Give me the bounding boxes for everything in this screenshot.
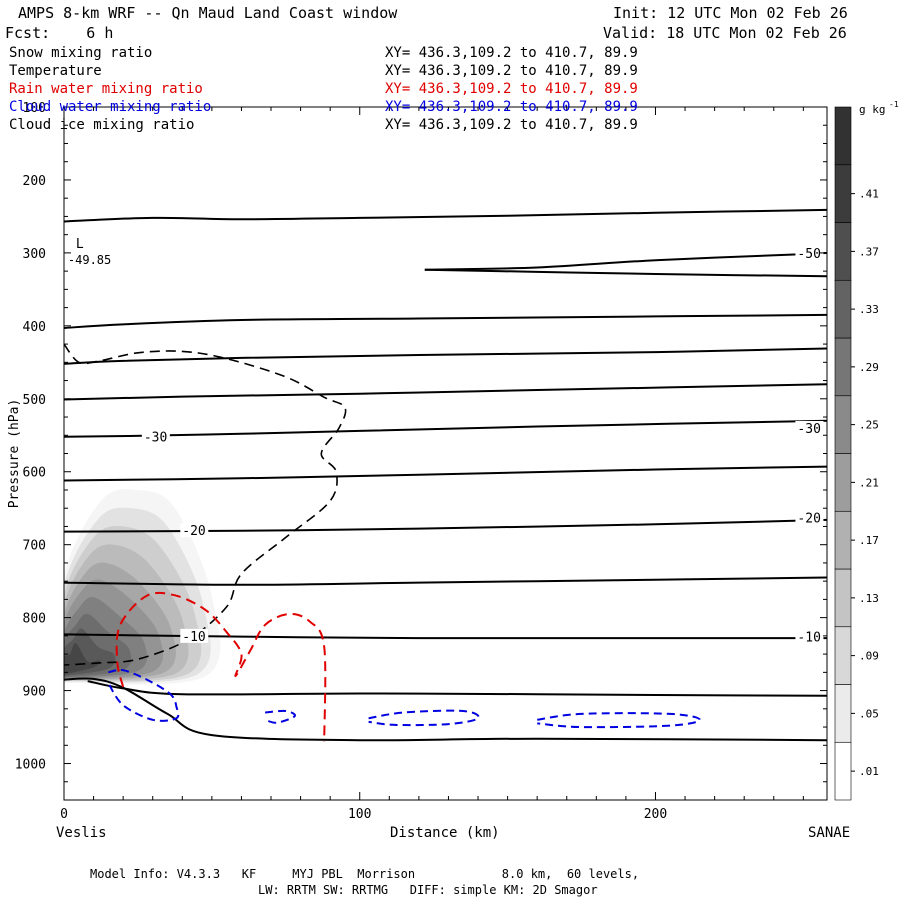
colorbar-band-1: [834, 684, 852, 743]
y-tick-label: 500: [23, 393, 46, 408]
colorbar-tick-label-6: .25: [859, 419, 879, 432]
colorbar-tick-label-7: .29: [859, 361, 879, 374]
isotherm-4: [64, 347, 827, 365]
y-tick-label: 100: [23, 101, 46, 116]
temp-label-bg-4: [795, 510, 824, 525]
colorbar-band-6: [834, 395, 852, 454]
temp-label-bg-1: [141, 429, 170, 444]
temp-label-5: -10: [182, 630, 205, 645]
temp-label-bg-5: [180, 628, 209, 643]
cloud-water-contour-1: [264, 709, 296, 724]
colorbar: .01 .05 .09 .13 .17 .21 .25 .29 .33 .37 .41 g kg -1: [834, 100, 899, 801]
colorbar-band-4: [834, 510, 852, 570]
colorbar-band-10: [834, 164, 852, 223]
cloud-water-contour-0: [107, 668, 180, 722]
isotherm-3: [64, 313, 827, 329]
y-tick-label: 1000: [15, 758, 46, 773]
isotherm-7: [64, 465, 827, 482]
isotherm-5: [64, 383, 827, 401]
colorbar-band-8: [834, 279, 852, 339]
temp-label-3: -20: [182, 524, 205, 539]
isotherm-11: [87, 680, 827, 697]
legend-label-cloud-ice: Cloud ice mixing ratio: [9, 117, 195, 133]
legend-xy-rain: XY= 436.3,109.2 to 410.7, 89.9: [385, 81, 638, 97]
physics-info: LW: RRTM SW: RRTMG DIFF: simple KM: 2D S…: [258, 883, 598, 897]
snow-shading-layer: [64, 489, 221, 685]
snow-level-9: [64, 643, 100, 675]
colorbar-tick-label-8: .33: [859, 303, 879, 316]
legend-xy-temperature: XY= 436.3,109.2 to 410.7, 89.9: [385, 63, 638, 79]
temp-label-0: -50: [797, 247, 820, 262]
x-axis-label: Distance (km): [390, 825, 500, 841]
colorbar-tick-label-5: .21: [859, 476, 879, 489]
colorbar-tick-label-1: .05: [859, 707, 879, 720]
temp-label-1: -30: [144, 431, 167, 446]
low-marker-letter: L: [76, 237, 84, 252]
cloud-water-contour-3: [537, 712, 701, 729]
temp-label-4: -20: [797, 512, 820, 527]
y-tick-label: 800: [23, 612, 46, 627]
isotherm-9: [64, 576, 827, 586]
legend-label-temperature: Temperature: [9, 63, 102, 79]
contour-labels: -50 -30 -30 -20 -20 -10 -10 L-49.85: [68, 237, 824, 646]
valid-time: Valid: 18 UTC Mon 02 Feb 26: [603, 24, 847, 42]
isotherm-1: [424, 251, 827, 271]
colorbar-band-5: [834, 453, 852, 512]
plot-axes: 100 200 300 400 500 600 700 800 900 1000 0 100 200 Pr…: [7, 101, 828, 822]
y-tick-label: 400: [23, 320, 46, 335]
rain-contour-0: [115, 591, 327, 742]
y-tick-label: 900: [23, 685, 46, 700]
isotherm-12: [64, 677, 827, 742]
legend-xy-cloud-water: XY= 436.3,109.2 to 410.7, 89.9: [385, 99, 638, 115]
y-tick-label: 300: [23, 247, 46, 262]
temp-label-bg-2: [795, 420, 824, 435]
y-tick-label: 700: [23, 539, 46, 554]
legend-label-cloud-water: Cloud water mixing ratio: [9, 99, 212, 115]
cloud-water-contour-2: [368, 709, 480, 727]
colorbar-tick-label-3: .13: [859, 592, 879, 605]
temp-label-bg-3: [180, 523, 209, 538]
y-tick-label: 200: [23, 174, 46, 189]
colorbar-band-3: [834, 568, 852, 628]
legend-label-snow: Snow mixing ratio: [9, 45, 153, 61]
y-tick-label: 600: [23, 466, 46, 481]
chart-title: AMPS 8-km WRF -- Qn Maud Land Coast wind…: [18, 4, 398, 22]
isotherm-0: [64, 208, 827, 223]
isotherm-2: [424, 268, 827, 278]
colorbar-tick-label-0: .01: [859, 765, 879, 778]
isotherm-6: [64, 419, 827, 438]
temp-label-6: -10: [797, 631, 820, 646]
colorbar-tick-label-9: .37: [859, 245, 879, 258]
model-info: Model Info: V4.3.3 KF MYJ PBL Morrison 8…: [90, 867, 640, 881]
colorbar-tick-label-2: .09: [859, 650, 879, 663]
low-marker-value: -49.85: [68, 253, 111, 267]
x-tick-label: 0: [60, 807, 68, 822]
colorbar-tick-label-10: .41: [859, 188, 879, 201]
x-tick-label: 200: [644, 807, 667, 822]
colorbar-units: g kg: [859, 103, 886, 116]
colorbar-band-9: [834, 222, 852, 281]
colorbar-band-11: [834, 106, 852, 166]
colorbar-band-0: [834, 741, 852, 801]
colorbar-units-exponent: -1: [889, 100, 899, 109]
temp-label-bg-0: [795, 245, 824, 260]
colorbar-tick-label-4: .17: [859, 534, 879, 547]
temperature-layer: [64, 208, 827, 742]
legend-label-rain: Rain water mixing ratio: [9, 81, 203, 97]
colorbar-band-7: [834, 337, 852, 397]
x-tick-label: 100: [348, 807, 371, 822]
x-end-label: SANAE: [808, 825, 851, 841]
colorbar-band-2: [834, 626, 852, 685]
temp-label-bg-6: [795, 629, 824, 644]
x-start-label: Veslis: [56, 825, 107, 841]
temp-label-2: -30: [797, 422, 820, 437]
y-axis-label: Pressure (hPa): [7, 399, 22, 509]
forecast-hour: Fcst: 6 h: [5, 24, 114, 42]
legend-xy-snow: XY= 436.3,109.2 to 410.7, 89.9: [385, 45, 638, 61]
init-time: Init: 12 UTC Mon 02 Feb 26: [613, 4, 848, 22]
legend-xy-cloud-ice: XY= 436.3,109.2 to 410.7, 89.9: [385, 117, 638, 133]
